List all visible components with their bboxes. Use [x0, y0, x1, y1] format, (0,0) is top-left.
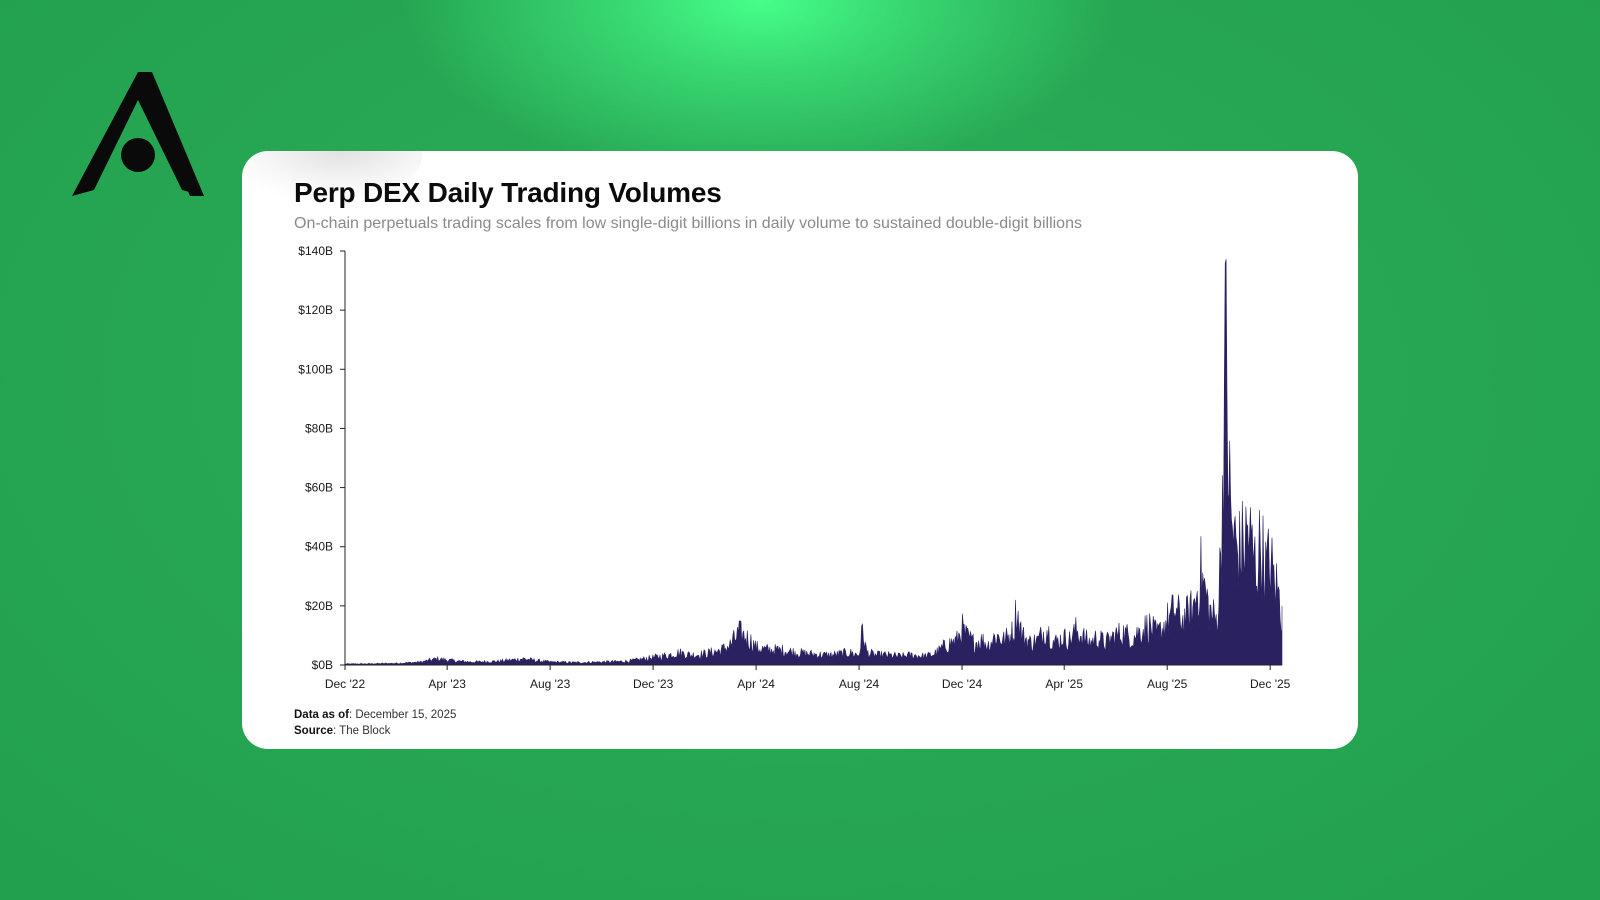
x-tick-label: Dec '25: [1250, 677, 1291, 691]
y-tick-label: $20B: [305, 599, 333, 613]
x-tick-label: Aug '24: [839, 677, 880, 691]
y-tick-label: $140B: [298, 244, 333, 258]
y-tick-label: $60B: [305, 481, 333, 495]
y-tick-label: $120B: [298, 303, 333, 317]
x-tick-label: Aug '25: [1147, 677, 1188, 691]
x-tick-label: Aug '23: [530, 677, 571, 691]
source-label: Source: [294, 725, 333, 737]
y-axis: $0B $20B $40B $60B $80B $100B $120B $140B: [298, 244, 345, 672]
chart-title: Perp DEX Daily Trading Volumes: [294, 177, 722, 208]
x-tick-label: Apr '25: [1045, 677, 1083, 691]
y-tick-label: $100B: [298, 362, 333, 376]
source-note: Source: The Block: [294, 725, 390, 737]
brand-a-icon: [72, 72, 204, 196]
volume-area-series: [344, 259, 1283, 666]
y-tick-label: $0B: [312, 658, 333, 672]
y-tick-label: $40B: [305, 540, 333, 554]
x-tick-label: Dec '22: [325, 677, 366, 691]
x-tick-label: Dec '23: [633, 677, 674, 691]
source-value: : The Block: [333, 725, 391, 737]
data-as-of-value: : December 15, 2025: [348, 709, 457, 721]
data-as-of-note: Data as of: December 15, 2025: [294, 709, 456, 721]
chart-subtitle: On-chain perpetuals trading scales from …: [294, 215, 1082, 232]
x-axis: Dec '22 Apr '23 Aug '23 Dec '23 Apr '24 Aug '…: [325, 665, 1291, 691]
y-tick-label: $80B: [305, 421, 333, 435]
chart-card: Perp DEX Daily Trading Volumes On-chain …: [242, 151, 1358, 749]
x-tick-label: Apr '23: [428, 677, 466, 691]
x-tick-label: Apr '24: [737, 677, 775, 691]
data-as-of-label: Data as of: [294, 709, 349, 721]
volume-chart: $0B $20B $40B $60B $80B $100B $120B $140B Dec '…: [298, 244, 1291, 691]
x-tick-label: Dec '24: [942, 677, 983, 691]
